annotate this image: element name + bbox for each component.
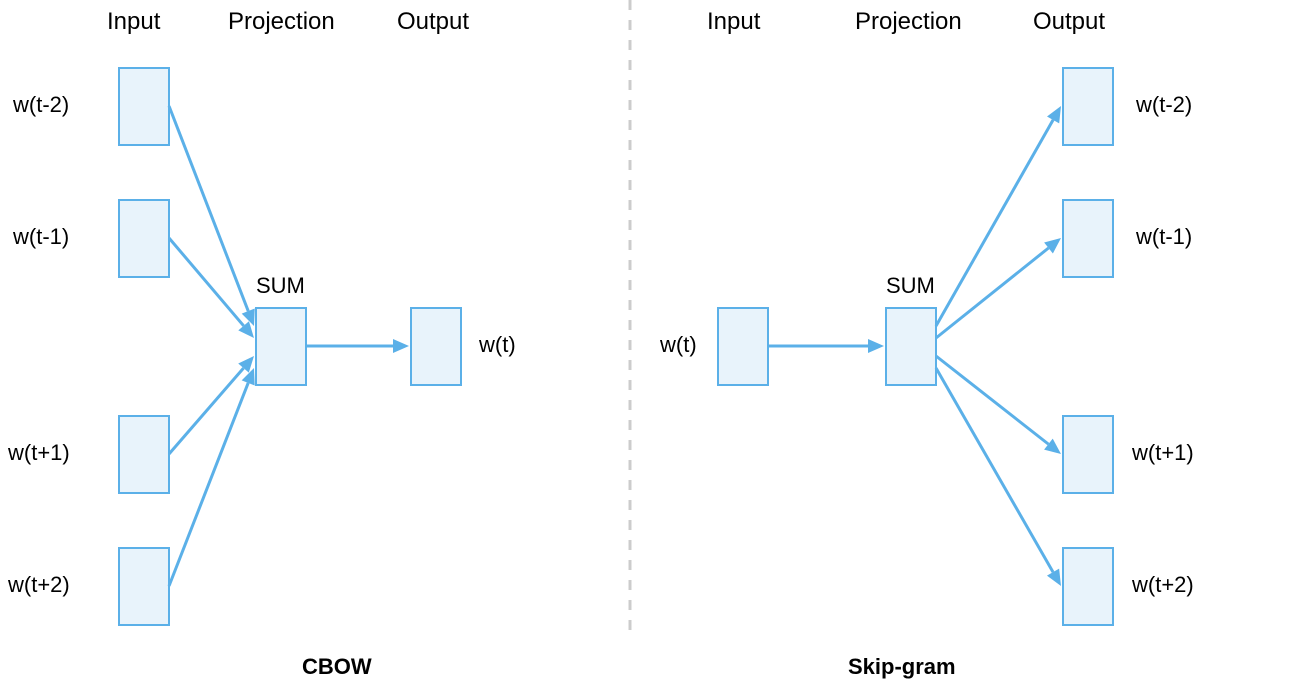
cbow-input-box-3 <box>119 548 169 625</box>
column-header-0: Input <box>107 8 160 36</box>
cbow-input-label-1: w(t-1) <box>13 224 69 250</box>
skipgram-output-box-2 <box>1063 416 1113 493</box>
column-header-1: Projection <box>228 8 335 36</box>
column-header-2: Output <box>397 8 469 36</box>
column-header-3: Input <box>707 8 760 36</box>
cbow-input-label-0: w(t-2) <box>13 92 69 118</box>
skipgram-output-label-1: w(t-1) <box>1136 224 1192 250</box>
skipgram-input-box <box>718 308 768 385</box>
sum-label-0: SUM <box>256 273 305 299</box>
cbow-arrow-in-1 <box>169 238 244 326</box>
cbow-input-label-3: w(t+2) <box>8 572 70 598</box>
skipgram-output-box-1 <box>1063 200 1113 277</box>
cbow-output-box <box>411 308 461 385</box>
skipgram-output-box-3 <box>1063 548 1113 625</box>
cbow-arrow-in-2 <box>169 368 244 454</box>
column-header-4: Projection <box>855 8 962 36</box>
cbow-arrow-in-0 <box>169 106 248 311</box>
cbow-projection-box <box>256 308 306 385</box>
cbow-input-box-1 <box>119 200 169 277</box>
cbow-input-label-2: w(t+1) <box>8 440 70 466</box>
sum-label-1: SUM <box>886 273 935 299</box>
cbow-output-label: w(t) <box>479 332 516 358</box>
cbow-input-box-2 <box>119 416 169 493</box>
model-title-0: CBOW <box>302 654 372 680</box>
skipgram-arrow-in-head <box>868 339 884 353</box>
skipgram-input-label: w(t) <box>660 332 697 358</box>
cbow-arrow-in-3 <box>169 383 248 586</box>
skipgram-output-label-0: w(t-2) <box>1136 92 1192 118</box>
skipgram-output-label-3: w(t+2) <box>1132 572 1194 598</box>
skipgram-arrow-out-0 <box>936 120 1053 326</box>
skipgram-output-label-2: w(t+1) <box>1132 440 1194 466</box>
column-header-5: Output <box>1033 8 1105 36</box>
cbow-arrow-out-head <box>393 339 409 353</box>
skipgram-arrow-out-3 <box>936 368 1053 572</box>
cbow-input-box-0 <box>119 68 169 145</box>
model-title-1: Skip-gram <box>848 654 956 680</box>
skipgram-arrow-out-1 <box>936 248 1049 338</box>
skipgram-output-box-0 <box>1063 68 1113 145</box>
skipgram-projection-box <box>886 308 936 385</box>
diagram-canvas <box>0 0 1299 683</box>
